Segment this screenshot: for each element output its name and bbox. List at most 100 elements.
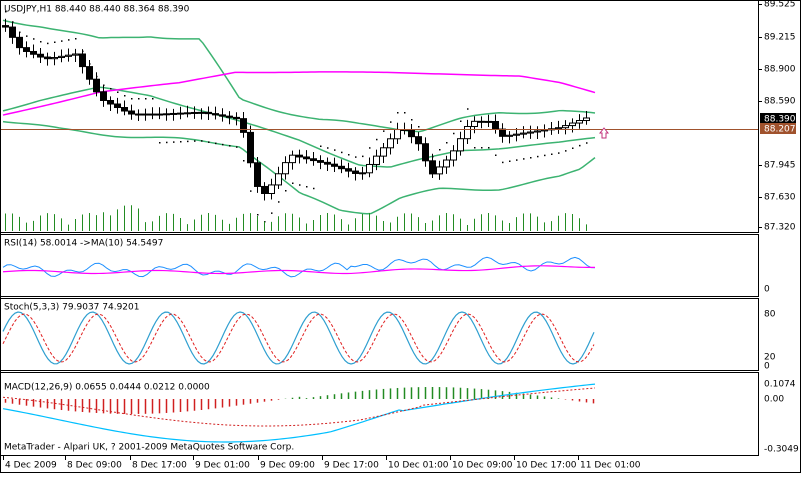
sar-dot: [159, 142, 161, 144]
bid-label: 88.390: [764, 115, 796, 125]
bollinger-middle: [2, 86, 596, 168]
macd-axis-label: 0.00: [764, 395, 784, 405]
stoch-axis-label: 20: [764, 353, 776, 363]
sar-dot: [467, 108, 469, 110]
price-label: 87.630: [764, 193, 796, 203]
sar-dot: [516, 159, 518, 161]
candle-body: [37, 53, 44, 58]
candle-body: [352, 170, 359, 174]
sar-dot: [579, 144, 581, 147]
sar-dot: [5, 10, 7, 13]
sar-dot: [460, 120, 462, 122]
sar-dot: [495, 154, 497, 156]
macd-axis-label: 0.1074: [764, 380, 796, 390]
stoch-main: [2, 311, 595, 365]
candle-body: [492, 120, 499, 130]
sar-dot: [397, 112, 399, 114]
sar-dot: [278, 201, 280, 203]
stoch-title: Stoch(5,3,3) 79.9037 74.9201: [4, 303, 139, 313]
rsi-panel: [0, 234, 759, 297]
sar-dot: [369, 147, 371, 149]
candle-body: [422, 143, 429, 162]
candle-body: [177, 112, 184, 115]
candle-body: [268, 184, 275, 194]
candle-body: [296, 154, 303, 158]
sar-dot: [348, 154, 350, 156]
sar-dot: [138, 98, 140, 100]
candle-body: [569, 122, 576, 127]
rsi-axis-label: 0: [764, 285, 770, 295]
candle-body: [436, 166, 443, 175]
candle-body: [583, 117, 590, 122]
candle-body: [107, 100, 114, 105]
sar-dot: [12, 21, 14, 23]
price-label: 87.320: [764, 223, 796, 233]
candle-body: [555, 127, 562, 130]
candle-body: [191, 111, 198, 114]
sar-dot: [257, 214, 259, 216]
candle-body: [142, 113, 149, 116]
sar-dot: [89, 63, 91, 65]
sar-dot: [418, 126, 420, 128]
sar-dot: [502, 161, 504, 164]
macd-signal: [2, 387, 596, 427]
rsi-ma-line: [2, 265, 596, 275]
candle-body: [275, 173, 282, 186]
candle-body: [387, 138, 394, 149]
sar-dot: [33, 38, 35, 40]
price-label: 89.215: [764, 33, 796, 43]
stoch-panel: [0, 298, 759, 371]
candle-body: [478, 120, 485, 123]
sar-dot: [117, 91, 119, 93]
time-label: 9 Dec 01:00: [195, 461, 250, 471]
candle-body: [408, 129, 415, 138]
candle-body: [380, 147, 387, 157]
sar-dot: [26, 35, 28, 37]
price-axis: 89.525 89.215 88.900 88.590 87.945 87.630 87.3…: [758, 0, 796, 233]
sar-dot: [222, 143, 224, 146]
macd-title: MACD(12,26,9) 0.0655 0.0444 0.0212 0.000…: [4, 383, 210, 393]
candle-body: [450, 150, 457, 161]
candle-body: [576, 120, 583, 124]
sar-dot: [523, 158, 525, 160]
candle-body: [149, 113, 156, 116]
candle-body: [156, 113, 163, 116]
candle-body: [93, 78, 100, 93]
sar-dot: [341, 151, 343, 154]
candle-body: [121, 107, 128, 112]
candle-body: [79, 53, 86, 68]
candle-body: [23, 47, 30, 52]
sar-dot: [208, 141, 210, 143]
sar-dot: [481, 147, 483, 149]
sar-dot: [362, 155, 364, 158]
sar-dot: [82, 50, 84, 53]
sar-dot: [530, 157, 532, 159]
candle-body: [359, 172, 366, 175]
sar-dot: [453, 132, 455, 135]
time-label: 8 Dec 09:00: [67, 461, 122, 471]
sar-dot: [313, 187, 315, 190]
time-label: 9 Dec 17:00: [324, 461, 379, 471]
candle-body: [520, 132, 527, 135]
candle-body: [86, 66, 93, 80]
stoch-axis-label: 0: [764, 362, 770, 372]
time-axis: 4 Dec 2009 8 Dec 09:00 8 Dec 17:00 9 Dec 01…: [3, 456, 641, 471]
sar-dot: [544, 154, 546, 157]
sar-dot: [187, 140, 189, 143]
candle-body: [394, 129, 401, 140]
sar-dot: [103, 84, 105, 86]
candle-body: [366, 163, 373, 174]
sar-dot: [215, 142, 217, 145]
sar-dot: [236, 146, 238, 148]
bollinger-lower: [2, 120, 596, 215]
symbol-info: USDJPY,H1 88.440 88.440 88.364 88.390: [4, 5, 190, 15]
candle-body: [198, 111, 205, 114]
sar-dot: [320, 145, 322, 147]
stoch-signal: [2, 313, 595, 363]
sar-dot: [68, 39, 70, 41]
candle-body: [254, 162, 261, 187]
sar-dot: [306, 186, 308, 188]
sar-dot: [292, 182, 294, 184]
candle-body: [282, 162, 289, 175]
candle-body: [219, 114, 226, 117]
